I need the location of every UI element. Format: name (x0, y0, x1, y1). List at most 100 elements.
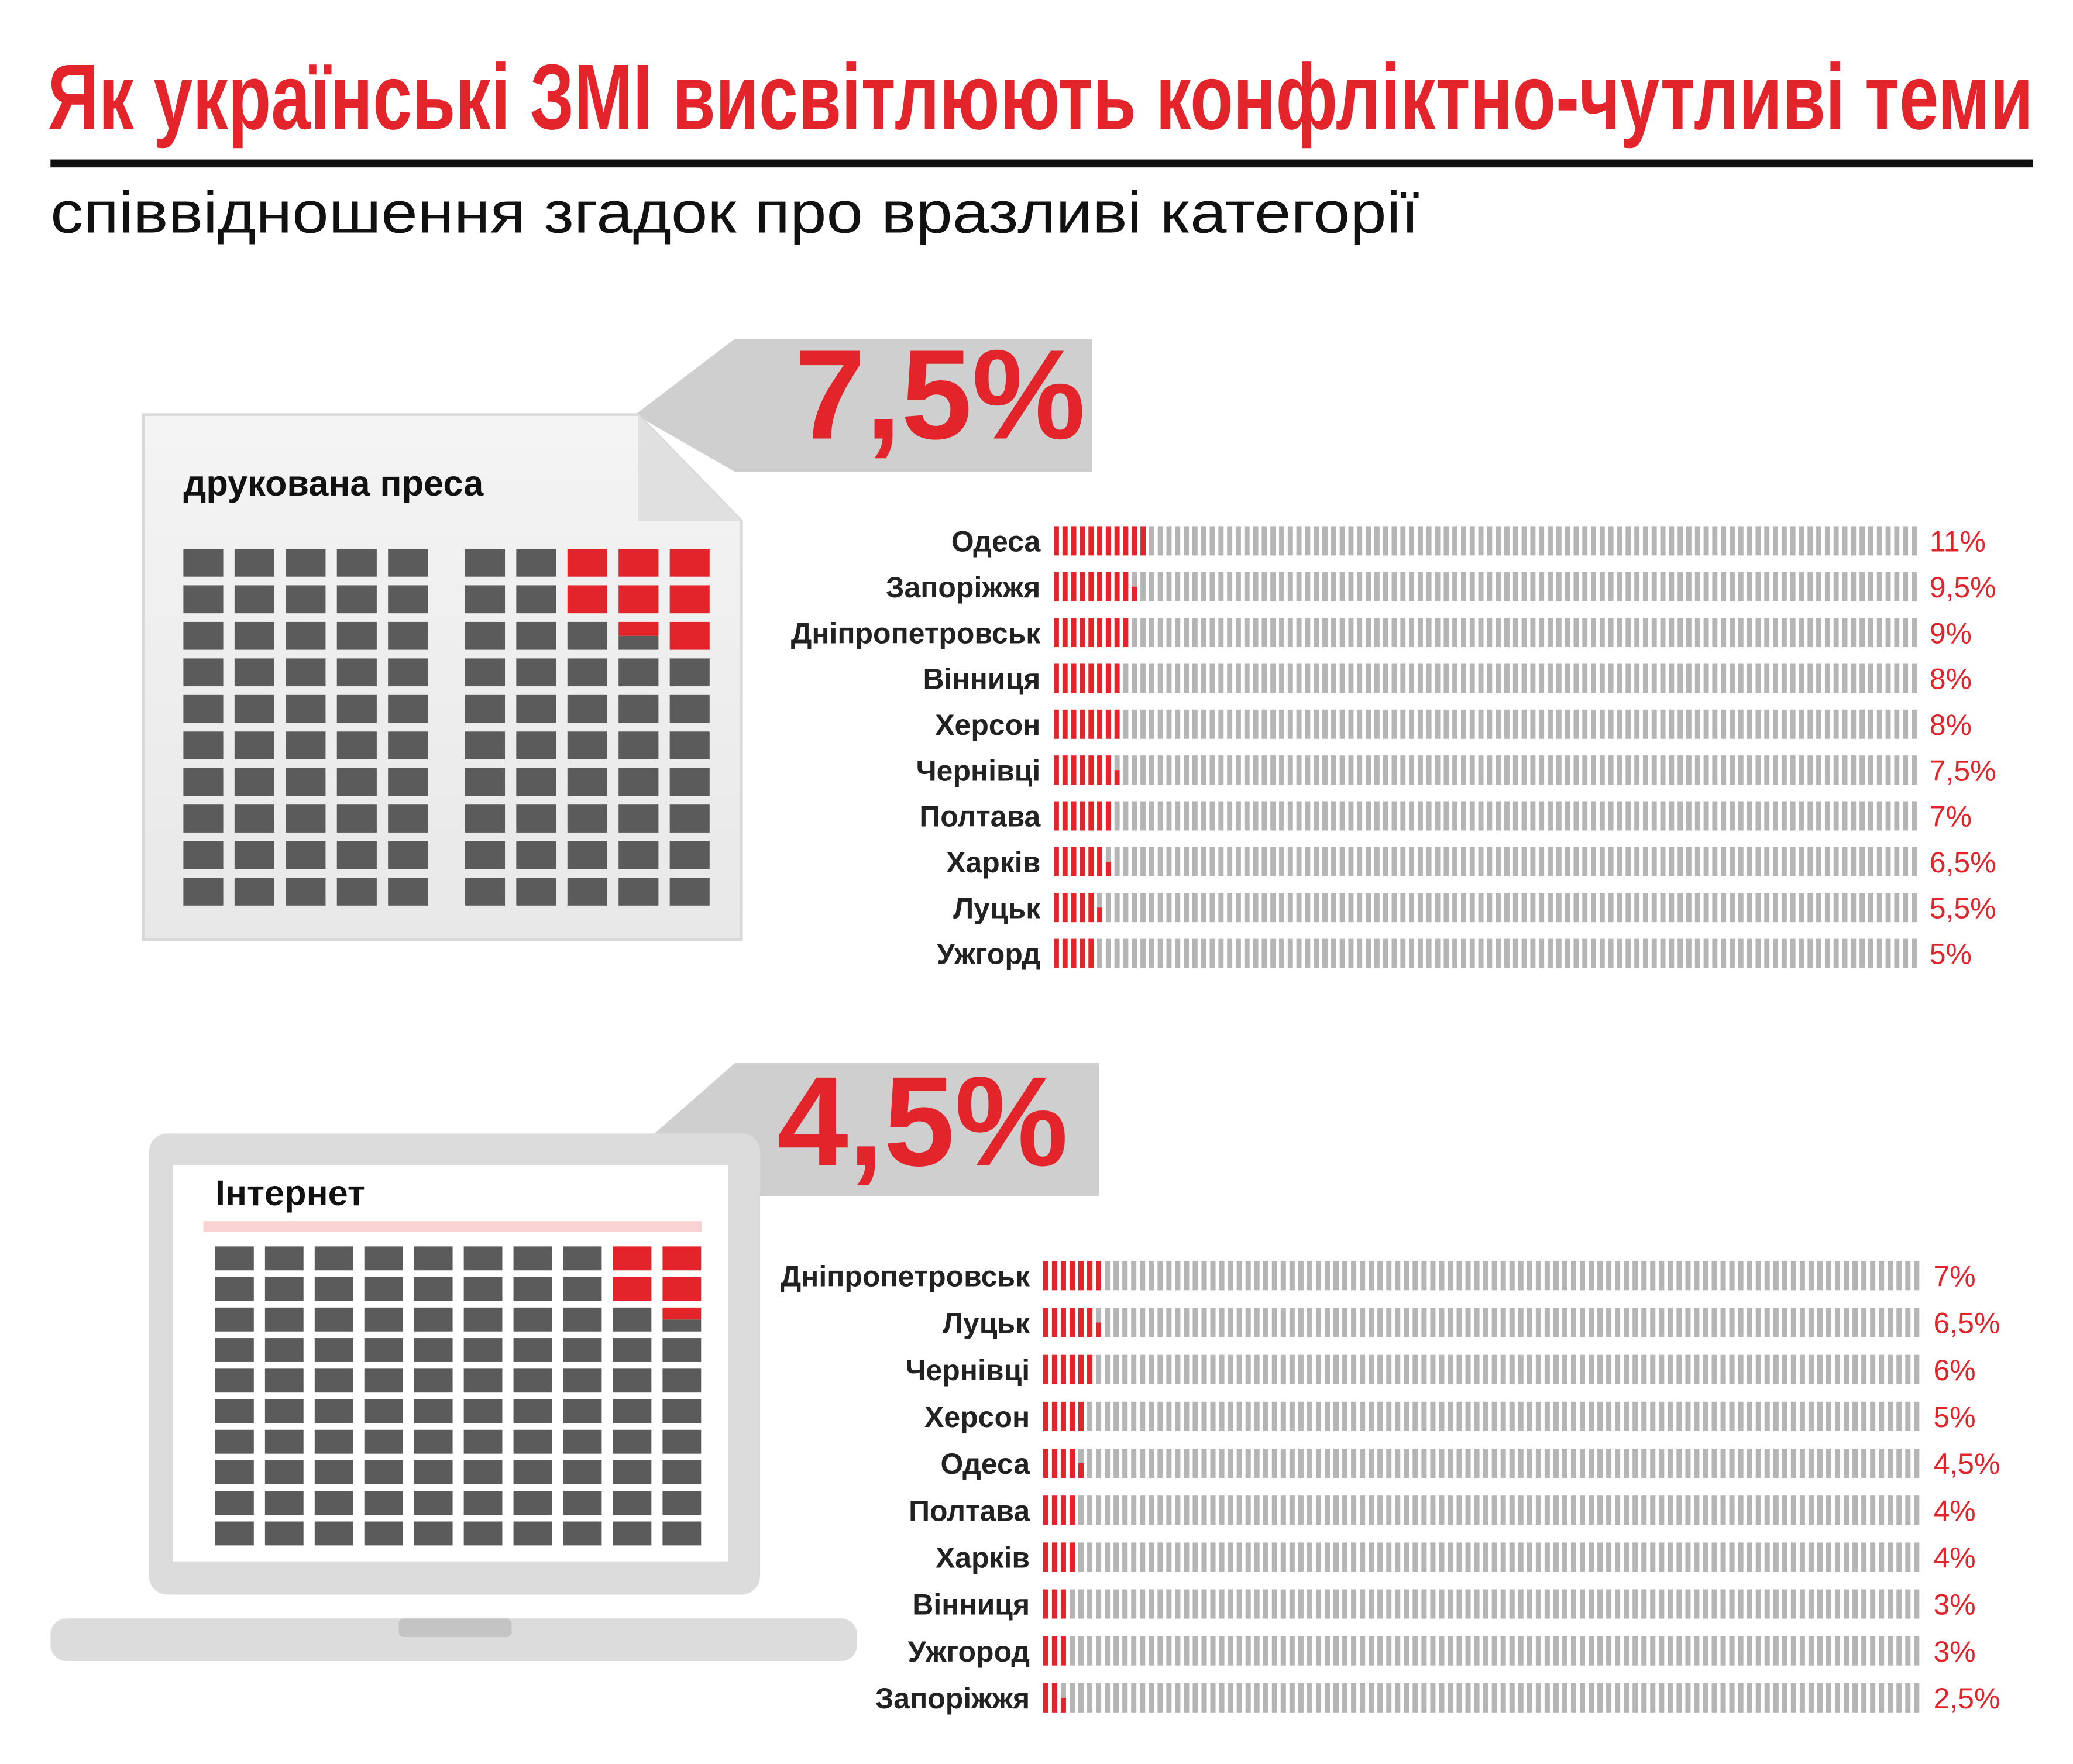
track-tick (1391, 526, 1397, 556)
track-tick (1651, 526, 1657, 556)
waffle-cell (388, 549, 428, 577)
track-tick (1597, 1308, 1603, 1337)
track-tick (1209, 847, 1215, 876)
track-tick (1131, 1449, 1137, 1478)
track-tick (1912, 938, 1917, 968)
track-tick (1799, 618, 1804, 648)
track-tick (1184, 1683, 1190, 1713)
track-tick (1782, 1354, 1787, 1384)
track-tick (1132, 709, 1137, 739)
track-tick (1369, 1354, 1374, 1384)
track-tick (1747, 1449, 1752, 1478)
track-tick (1807, 572, 1813, 601)
track-tick (1324, 1449, 1330, 1478)
track-tick (1835, 1589, 1841, 1619)
track-tick (1270, 709, 1276, 739)
track-tick (1184, 847, 1190, 876)
track-tick (1227, 618, 1233, 648)
track-tick (1296, 801, 1302, 831)
track-tick (1870, 1542, 1876, 1572)
track-tick (1366, 755, 1371, 785)
track-tick (1617, 572, 1622, 601)
track-tick (1166, 1308, 1172, 1337)
track-tick (1844, 1401, 1849, 1431)
track-tick (1404, 1636, 1409, 1666)
track-tick (1659, 1495, 1665, 1525)
track-tick (1201, 847, 1206, 876)
track-tick (1201, 1495, 1207, 1525)
track-tick (1894, 709, 1900, 739)
track-tick (1357, 663, 1363, 693)
track-tick (1307, 1589, 1312, 1619)
waffle-cell (314, 1399, 353, 1423)
track-tick (1562, 1589, 1567, 1619)
bar (1054, 893, 1102, 923)
waffle-cell (465, 804, 506, 833)
waffle-cell (563, 1399, 602, 1423)
track-tick (1565, 618, 1570, 648)
track-tick (1339, 893, 1345, 923)
track (1149, 526, 1917, 556)
track-tick (1157, 1308, 1163, 1337)
track-tick (1235, 847, 1241, 876)
track-tick (1721, 572, 1727, 601)
track-tick (1729, 1401, 1735, 1431)
track-tick (1703, 572, 1709, 601)
track-tick (1615, 1495, 1621, 1525)
track-tick (1253, 526, 1259, 556)
track-tick (1518, 1636, 1524, 1666)
track-tick (1894, 801, 1900, 831)
waffle-cell (613, 1491, 652, 1515)
waffle-cell (513, 1491, 552, 1515)
track-tick (1452, 572, 1458, 601)
track-tick (1870, 1495, 1876, 1525)
bar (1043, 1261, 1102, 1291)
track-tick (1573, 709, 1579, 739)
track-tick (1412, 1542, 1418, 1572)
track-tick (1711, 1308, 1717, 1337)
track-tick (1478, 663, 1484, 693)
track-tick (1383, 663, 1388, 693)
category-label: Дніпропетровськ (791, 617, 1041, 649)
track-tick (1324, 1495, 1330, 1525)
bar-tick (1105, 526, 1111, 556)
track-tick (1835, 1683, 1841, 1713)
waffle-cell (618, 731, 659, 759)
track-tick (1539, 847, 1545, 876)
waffle-cell (215, 1368, 254, 1393)
track-tick (1105, 1683, 1111, 1713)
track-tick (1790, 1308, 1796, 1337)
track-tick (1236, 1261, 1242, 1291)
track-tick (1885, 618, 1891, 648)
track-tick (1669, 938, 1675, 968)
track-tick (1157, 663, 1163, 693)
track-tick (1342, 1683, 1348, 1713)
track-tick (1912, 663, 1917, 693)
waffle-cell (264, 1429, 304, 1454)
track-tick (1712, 938, 1718, 968)
track-tick (1738, 755, 1744, 785)
track-tick (1342, 1495, 1348, 1525)
waffle-cell (414, 1368, 453, 1393)
track-tick (1175, 618, 1181, 648)
track-tick (1617, 755, 1622, 785)
track-tick (1417, 847, 1423, 876)
track-tick (1491, 1495, 1497, 1525)
track-tick (1210, 1308, 1216, 1337)
track-tick (1166, 1401, 1172, 1431)
track-tick (1369, 1683, 1374, 1713)
track-tick (1641, 1401, 1647, 1431)
track-tick (1307, 1261, 1312, 1291)
track-tick (1859, 893, 1865, 923)
track-tick (1747, 938, 1752, 968)
track-tick (1634, 618, 1640, 648)
track-tick (1483, 1683, 1488, 1713)
track-tick (1469, 618, 1475, 648)
waffle-cell (364, 1491, 403, 1515)
track-tick (1149, 1261, 1154, 1291)
bar-tick (1114, 770, 1120, 785)
bar (1043, 1636, 1066, 1666)
track-tick (1624, 1683, 1629, 1713)
track-tick (1544, 1401, 1550, 1431)
